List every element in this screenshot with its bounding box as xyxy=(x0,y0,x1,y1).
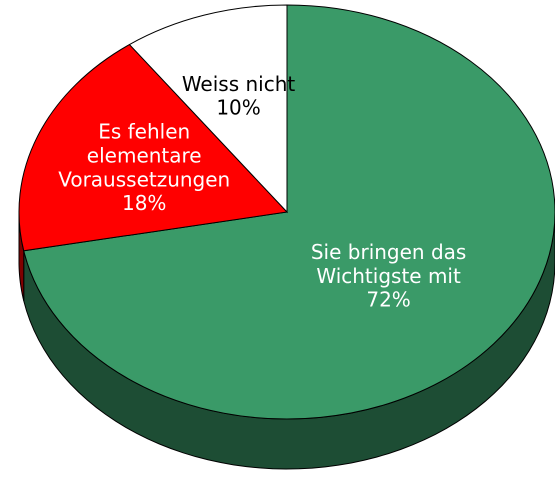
slice-label: Sie bringen das Wichtigste mit xyxy=(311,239,466,287)
pie-slice xyxy=(18,43,289,252)
pie-slice xyxy=(23,4,555,420)
label-line: elementare xyxy=(87,143,202,167)
value-label: 72% xyxy=(366,287,410,311)
slice-label: Weiss nicht xyxy=(182,71,296,95)
value-label: 18% xyxy=(122,191,166,215)
slice-label: Es fehlen elementare Voraussetzungen xyxy=(58,119,230,191)
pie-slice xyxy=(128,4,288,214)
label-line: Sie bringen das xyxy=(311,239,466,263)
label-line: Wichtigste mit xyxy=(316,263,461,287)
label-line: Voraussetzungen xyxy=(58,167,230,191)
value-label: 10% xyxy=(216,95,260,119)
label-line: Es fehlen xyxy=(98,119,190,143)
label-line: Weiss nicht xyxy=(182,71,296,95)
